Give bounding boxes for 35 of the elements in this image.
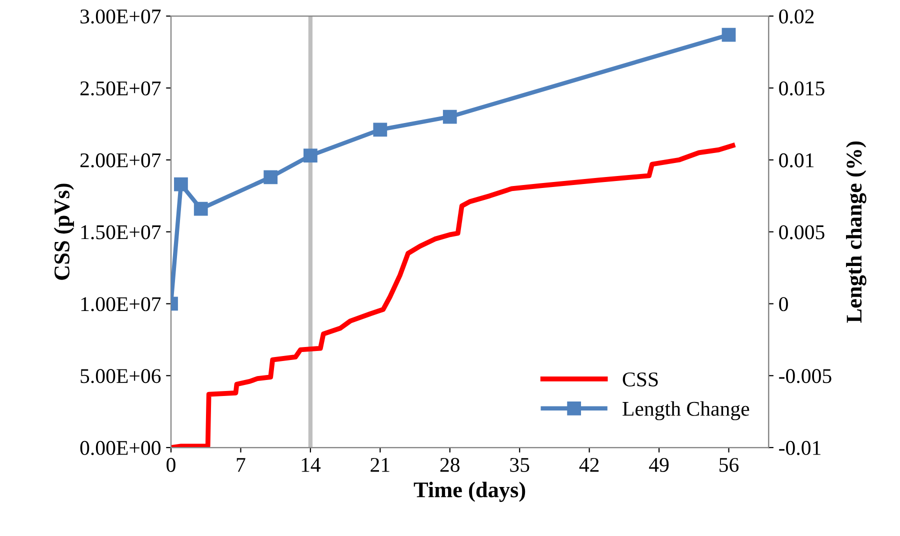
x-tick-label: 21 <box>370 458 390 472</box>
x-tick-label: 14 <box>302 458 321 472</box>
point <box>194 202 208 216</box>
y2-tick-label: 0.015 <box>779 81 824 96</box>
y-tick-label: 5.00E+06 <box>80 369 161 384</box>
x-tick-label: 42 <box>579 458 599 472</box>
y2-tick-label: -0.005 <box>779 369 832 384</box>
y2-tick-label: 0.01 <box>779 153 814 168</box>
x-tick-label: 49 <box>649 458 669 472</box>
x-axis-title: Time (days) <box>414 482 526 502</box>
point <box>442 110 457 124</box>
point <box>373 122 388 137</box>
y2-tick-label: 0.005 <box>779 225 824 240</box>
point <box>264 170 278 184</box>
y2-axis-title: Length change (%) <box>846 141 866 323</box>
legend-label: CSS <box>622 372 658 386</box>
x-tick-label: 7 <box>236 458 246 472</box>
x-tick-label: 0 <box>166 458 176 472</box>
y2-tick-label: 0 <box>779 297 788 312</box>
point <box>174 177 188 192</box>
y-tick-label: 2.50E+07 <box>80 81 161 96</box>
y-tick-label: 0.00E+00 <box>80 440 160 456</box>
x-tick-label: 35 <box>510 458 530 472</box>
legend-label: Length Change <box>622 401 750 420</box>
y-tick-label: 1.00E+07 <box>81 297 161 312</box>
point <box>303 148 318 163</box>
x-tick-label: 28 <box>440 458 460 472</box>
y-tick-label: 2.00E+07 <box>80 153 161 168</box>
y2-tick-label: -0.01 <box>779 440 820 456</box>
x-tick-label: 56 <box>720 458 739 472</box>
y-tick-label: 3.00E+07 <box>80 9 161 24</box>
y-axis-title: CSS (pVs) <box>54 184 74 280</box>
y-tick-label: 1.50E+07 <box>81 225 161 240</box>
y2-tick-label: 0.02 <box>779 9 814 24</box>
point <box>722 28 736 42</box>
